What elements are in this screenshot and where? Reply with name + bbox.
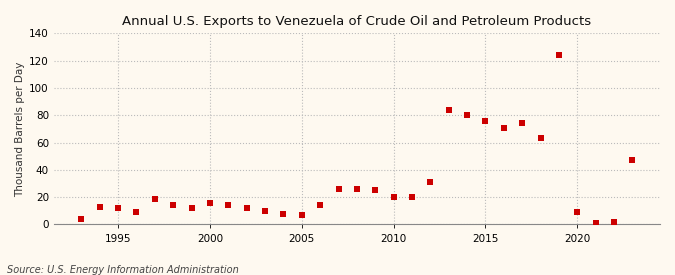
Point — [168, 203, 179, 208]
Point — [462, 113, 472, 117]
Point — [333, 187, 344, 191]
Point — [554, 53, 564, 57]
Point — [425, 180, 436, 184]
Point — [223, 203, 234, 208]
Point — [517, 121, 528, 126]
Point — [260, 209, 271, 213]
Point — [498, 125, 509, 130]
Point — [406, 195, 417, 199]
Point — [149, 196, 160, 201]
Point — [205, 200, 215, 205]
Title: Annual U.S. Exports to Venezuela of Crude Oil and Petroleum Products: Annual U.S. Exports to Venezuela of Crud… — [122, 15, 591, 28]
Point — [609, 219, 620, 224]
Y-axis label: Thousand Barrels per Day: Thousand Barrels per Day — [15, 61, 25, 197]
Point — [95, 205, 105, 209]
Point — [186, 206, 197, 210]
Text: Source: U.S. Energy Information Administration: Source: U.S. Energy Information Administ… — [7, 265, 238, 275]
Point — [627, 158, 638, 163]
Point — [352, 187, 362, 191]
Point — [113, 206, 124, 210]
Point — [278, 211, 289, 216]
Point — [480, 119, 491, 123]
Point — [296, 213, 307, 217]
Point — [535, 136, 546, 141]
Point — [388, 195, 399, 199]
Point — [572, 210, 583, 214]
Point — [315, 203, 325, 208]
Point — [591, 221, 601, 225]
Point — [131, 210, 142, 214]
Point — [443, 108, 454, 112]
Point — [241, 206, 252, 210]
Point — [370, 188, 381, 192]
Point — [76, 217, 86, 221]
